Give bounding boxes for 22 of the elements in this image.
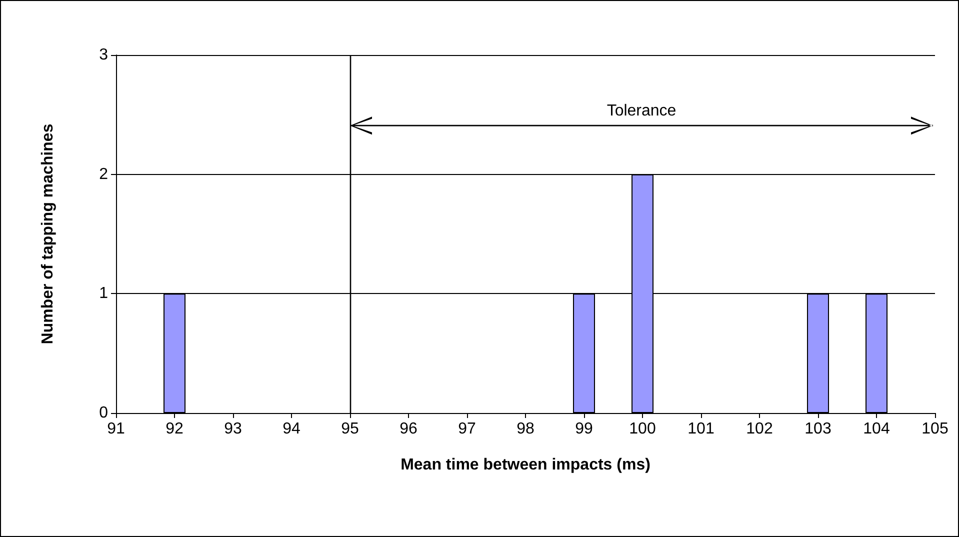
x-tick-label: 99: [575, 420, 593, 438]
y-tick-label: 0: [99, 404, 108, 422]
x-tick-label: 95: [341, 420, 359, 438]
x-tick-label: 102: [746, 420, 773, 438]
y-tick-label: 2: [99, 166, 108, 183]
x-tick-label: 96: [400, 420, 418, 438]
x-tick-label: 101: [688, 420, 714, 438]
x-tick-label: 105: [922, 420, 948, 438]
x-tick-label: 94: [282, 420, 300, 438]
x-tick-label: 100: [629, 420, 656, 438]
x-axis-title: Mean time between impacts (ms): [400, 456, 650, 474]
x-tick-label: 97: [458, 420, 476, 438]
x-tick-label: 92: [166, 420, 184, 438]
x-tick-label: 103: [804, 420, 832, 438]
y-tick-label: 1: [99, 285, 108, 302]
x-tick-label: 104: [863, 420, 890, 438]
annotation: Tolerance: [606, 102, 676, 120]
y-axis-title: Number of tapping machines: [40, 124, 56, 344]
x-tick-label: 93: [224, 420, 242, 438]
x-tick-label: 91: [107, 420, 125, 438]
x-tick-label: 98: [516, 420, 534, 438]
y-tick-label: 3: [99, 46, 108, 64]
